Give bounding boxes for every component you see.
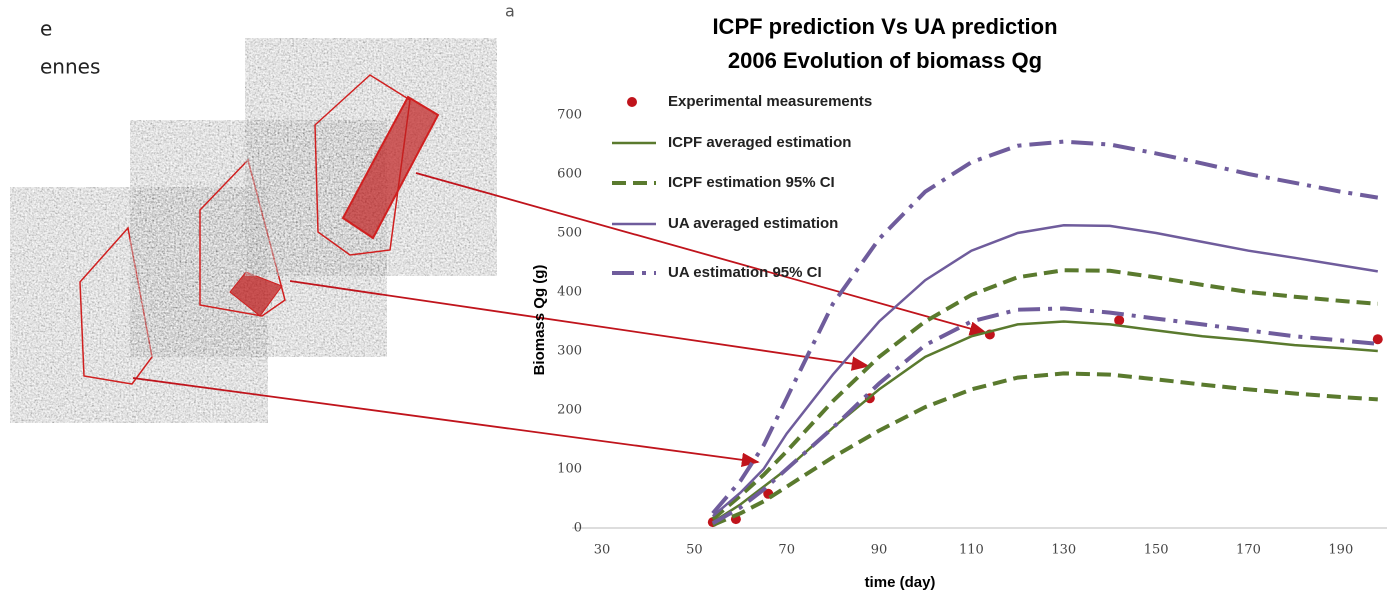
- text-fragment: e: [40, 17, 52, 41]
- series-line: [711, 224, 1379, 518]
- y-tick-label: 200: [557, 403, 582, 418]
- text-fragment: ennes: [40, 55, 100, 79]
- x-tick-label: 50: [686, 543, 703, 558]
- chart-title: ICPF prediction Vs UA prediction: [712, 14, 1057, 39]
- y-tick-label: 400: [557, 285, 582, 300]
- y-tick-label: 0: [574, 521, 582, 536]
- y-tick-label: 600: [557, 167, 582, 182]
- satellite-image: [245, 38, 497, 276]
- field-outline: [314, 74, 411, 256]
- arrow: [132, 377, 760, 467]
- legend-marker: [627, 97, 637, 107]
- field-highlight: [341, 95, 440, 240]
- arrow: [289, 280, 870, 371]
- y-tick-label: 300: [557, 344, 582, 359]
- y-axis-label: Biomass Qg (g): [531, 265, 548, 376]
- legend-label: ICPF estimation 95% CI: [668, 174, 835, 191]
- x-tick-label: 170: [1236, 543, 1261, 558]
- panel-label: a: [505, 2, 515, 21]
- x-tick-label: 90: [871, 543, 888, 558]
- series-line: [711, 306, 1378, 526]
- image-stack: [10, 38, 497, 423]
- series-line: [711, 139, 1379, 515]
- arrows: [132, 172, 988, 467]
- series-line: [711, 268, 1378, 521]
- x-tick-label: 110: [959, 543, 984, 558]
- y-tick-label: 700: [557, 108, 582, 123]
- legend-label: UA estimation 95% CI: [668, 264, 822, 281]
- y-tick-label: 500: [557, 226, 582, 241]
- x-tick-label: 30: [594, 543, 611, 558]
- field-outline: [199, 158, 286, 317]
- legend-label: Experimental measurements: [668, 93, 872, 110]
- x-tick-label: 130: [1051, 543, 1076, 558]
- series-line: [712, 371, 1378, 527]
- data-point: [1372, 334, 1383, 345]
- x-axis-label: time (day): [865, 574, 936, 591]
- series-line: [712, 320, 1378, 524]
- x-tick-label: 70: [778, 543, 795, 558]
- arrow: [415, 172, 988, 336]
- x-tick-label: 190: [1328, 543, 1353, 558]
- x-tick-label: 150: [1144, 543, 1169, 558]
- field-highlight: [229, 271, 283, 317]
- chart-subtitle: 2006 Evolution of biomass Qg: [728, 48, 1042, 73]
- legend-label: ICPF averaged estimation: [668, 134, 851, 151]
- legend-label: UA averaged estimation: [668, 215, 838, 232]
- plot: 0 100 200 300 400 500 600 700 30 50 70 90 110 130 150 1…: [557, 93, 1387, 558]
- field-outline: [79, 226, 153, 385]
- y-tick-label: 100: [557, 462, 582, 477]
- data-point: [1114, 315, 1125, 326]
